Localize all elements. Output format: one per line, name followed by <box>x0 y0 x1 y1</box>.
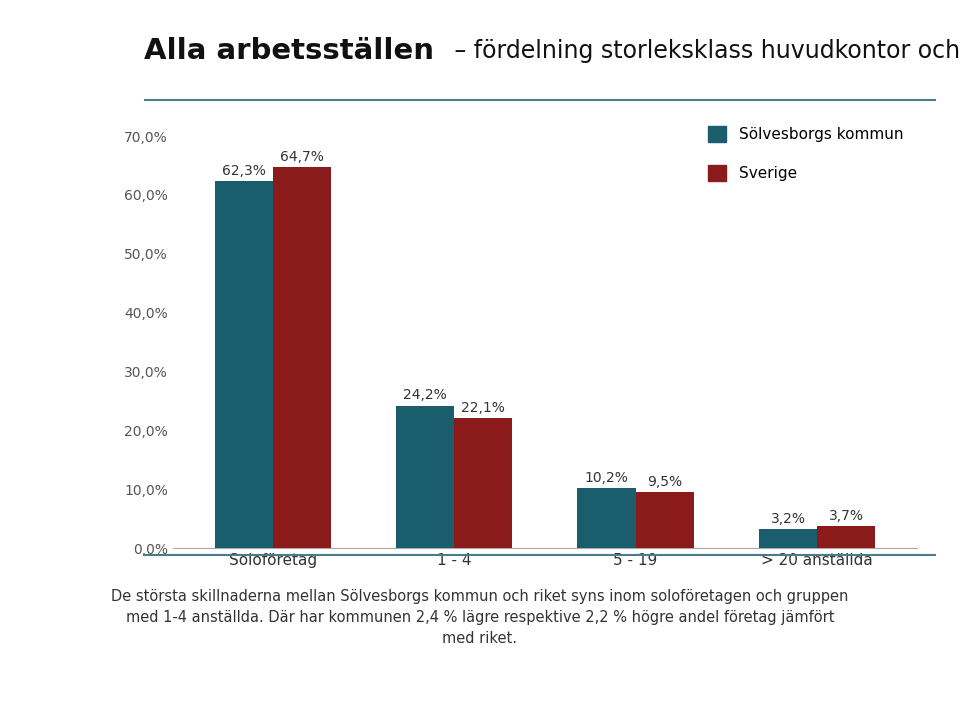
Text: 64,7%: 64,7% <box>279 150 324 164</box>
Text: 10,2%: 10,2% <box>585 470 629 484</box>
Bar <box>214 182 273 548</box>
Text: 22,1%: 22,1% <box>461 401 505 415</box>
Bar <box>759 529 817 548</box>
Bar <box>454 418 512 548</box>
Text: 3,2%: 3,2% <box>771 512 805 526</box>
Bar <box>578 488 636 548</box>
Text: 9,5%: 9,5% <box>647 475 683 489</box>
Text: – fördelning storleksklass huvudkontor och filial: – fördelning storleksklass huvudkontor o… <box>447 38 960 63</box>
Text: Alla arbetsställen: Alla arbetsställen <box>144 37 434 65</box>
Text: 62,3%: 62,3% <box>222 164 266 178</box>
Text: 3,7%: 3,7% <box>828 509 864 523</box>
Bar <box>636 492 693 548</box>
Bar <box>396 406 454 548</box>
Bar <box>817 526 876 548</box>
Text: De största skillnaderna mellan Sölvesborgs kommun och riket syns inom soloföreta: De största skillnaderna mellan Sölvesbor… <box>111 590 849 646</box>
Bar <box>273 167 330 548</box>
Text: 24,2%: 24,2% <box>403 388 447 402</box>
Legend: Sölvesborgs kommun, Sverige: Sölvesborgs kommun, Sverige <box>702 121 909 187</box>
